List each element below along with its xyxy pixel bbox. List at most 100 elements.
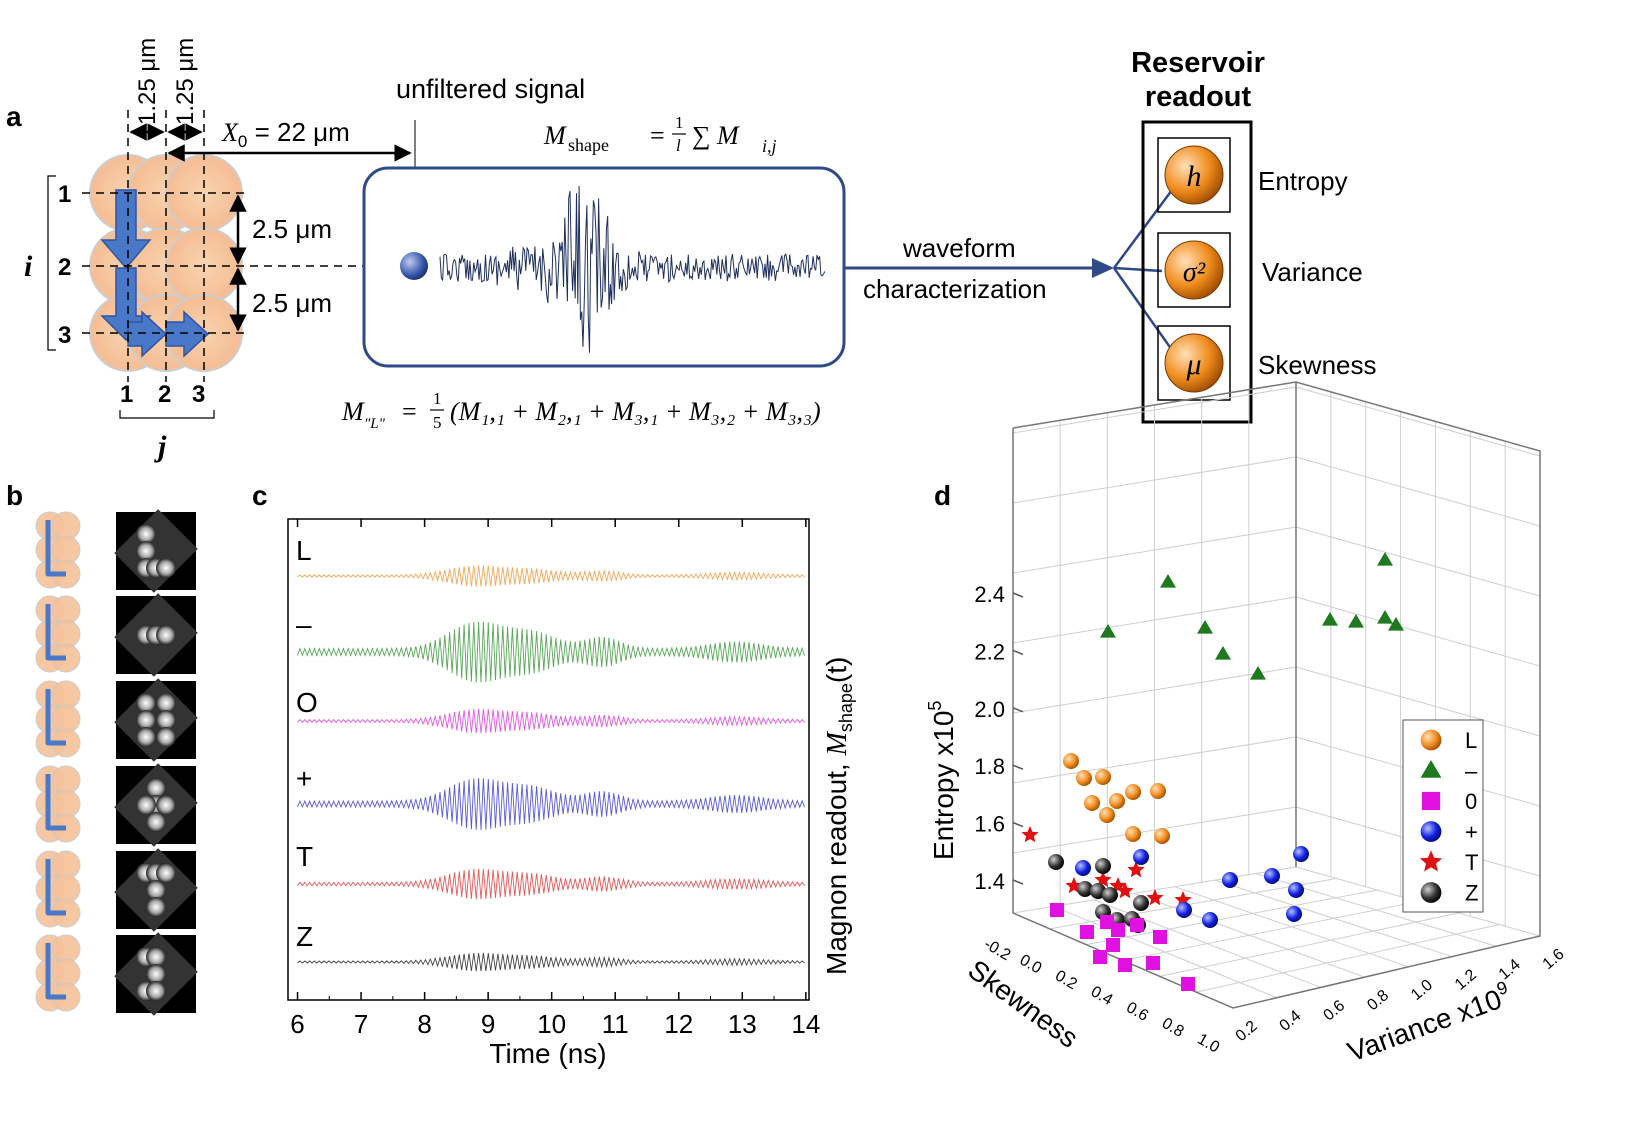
svg-text:l: l [676, 136, 681, 155]
d-point-+-2 [1176, 902, 1192, 918]
d-point-+-4 [1222, 872, 1238, 888]
d-ztick-label-1.6: 1.6 [974, 812, 1005, 837]
d-var-tick-1: 0.4 [1277, 1007, 1305, 1034]
c-xtick-label-13: 13 [728, 1009, 757, 1039]
m-l-formula: M "L" = 1 5 (M₁,₁ + M₂,₁ + M₃,₁ + M₃,₂ +… [341, 389, 821, 432]
c-xtick-label-12: 12 [664, 1009, 693, 1039]
d-point-–-9 [1388, 617, 1404, 631]
d-ztick-2.0 [1012, 707, 1024, 713]
legend-label-5: T [1465, 850, 1478, 875]
unfiltered-signal-label: unfiltered signal [396, 74, 585, 104]
d-point-L-6 [1150, 783, 1166, 799]
b-row-3 [35, 678, 198, 762]
row-label-2: 2 [58, 254, 71, 281]
svg-text:μ: μ [1185, 348, 1201, 381]
d-point-–-3 [1215, 646, 1231, 660]
dim-top-1: 1.25 μm [134, 38, 161, 125]
reservoir-box [1141, 120, 1253, 424]
svg-text:M: M [543, 121, 567, 150]
d-ztick-2.2 [1012, 649, 1024, 656]
svg-text:M: M [341, 397, 365, 426]
d-point-L-5 [1125, 784, 1141, 800]
i-bracket [47, 175, 56, 351]
svg-text:shape: shape [568, 135, 609, 155]
d-point-–-2 [1197, 620, 1213, 634]
d-ztick-1.4 [1012, 879, 1024, 885]
m-shape-formula: M shape = 1 l ∑ M i,j [543, 113, 777, 156]
j-bracket [119, 410, 215, 419]
d-point-+-5 [1264, 868, 1280, 884]
legend-marker-5 [1419, 850, 1443, 872]
c-xtick-label-6: 6 [290, 1009, 304, 1039]
d-point-Z-5 [1133, 895, 1149, 911]
d-point-+-6 [1288, 882, 1304, 898]
c-wave-6 [297, 952, 805, 972]
panel-a: 1.25 μm 1.25 μm X0 = 22 μm 2.5 μm 2.5 μm… [24, 38, 1377, 463]
d-point-Z-2 [1077, 881, 1093, 897]
d-point-T-4 [1116, 882, 1134, 899]
d-point-–-7 [1377, 552, 1393, 566]
d-skew-tick-4: 0.6 [1123, 999, 1151, 1025]
svg-text:∑ M: ∑ M [692, 121, 740, 150]
d-point-Z-1 [1095, 858, 1111, 874]
panel-b-label: b [6, 480, 23, 511]
c-xlabel: Time (ns) [489, 1038, 606, 1069]
d-point-–-5 [1322, 612, 1338, 626]
d-point-L-7 [1099, 807, 1115, 823]
dim-right-1: 2.5 μm [252, 214, 332, 244]
d-point-0-1 [1080, 925, 1094, 939]
legend-marker-1 [1420, 729, 1442, 751]
c-wave-4 [297, 778, 806, 830]
d-point-Z-4 [1102, 887, 1118, 903]
x0-label: X0 = 22 μm [221, 117, 350, 151]
svg-text:1: 1 [675, 113, 684, 132]
panel-d-label: d [934, 480, 951, 511]
d-point-T-6 [1146, 889, 1164, 906]
c-series-label-2: – [296, 609, 312, 640]
d-ztick-label-2.0: 2.0 [974, 697, 1005, 722]
d-point-+-7 [1293, 846, 1309, 862]
i-label: i [24, 250, 33, 283]
d-point-0-2 [1100, 915, 1114, 929]
l-path-arrows [100, 189, 210, 358]
c-wave-1 [297, 565, 805, 587]
readout-skewness: μ Skewness [1157, 325, 1377, 401]
d-ztick-2.4 [1012, 592, 1024, 598]
detector-dot [400, 252, 428, 280]
reservoir-title-2: readout [1145, 81, 1252, 113]
d-ztick-label-2.4: 2.4 [974, 582, 1005, 607]
c-xtick-label-8: 8 [417, 1009, 431, 1039]
c-wave-5 [297, 868, 805, 900]
c-wave-3 [297, 708, 805, 734]
d-point-L-1 [1076, 770, 1092, 786]
d-point-+-3 [1202, 912, 1218, 928]
col-label-2: 2 [158, 381, 171, 408]
waveform-label: waveform [902, 233, 1016, 263]
svg-text:"L": "L" [364, 416, 386, 432]
panel-b [35, 509, 198, 1016]
d-skew-tick-3: 0.4 [1088, 983, 1116, 1009]
b-row-2 [35, 593, 198, 677]
legend-marker-6 [1420, 882, 1442, 903]
svg-text:Variance: Variance [1262, 257, 1363, 287]
col-label-1: 1 [120, 381, 133, 408]
d-var-tick-3: 0.8 [1364, 987, 1392, 1014]
dim-top-2: 1.25 μm [172, 38, 199, 125]
d-var-tick-0: 0.2 [1233, 1018, 1261, 1045]
dim-right-2: 2.5 μm [252, 288, 332, 318]
b-row-6 [35, 932, 198, 1016]
c-xtick-label-10: 10 [537, 1009, 566, 1039]
panel-a-label: a [6, 101, 22, 132]
panel-c: L – O + T Z 6 7 8 9 10 11 12 13 14 Time (ns) Magnon r… [287, 518, 856, 1069]
d-point-0-3 [1111, 923, 1125, 937]
characterization-label: characterization [863, 274, 1047, 304]
legend-marker-4 [1420, 821, 1442, 842]
d-point-L-9 [1154, 828, 1170, 844]
d-skew-tick-5: 0.8 [1159, 1015, 1187, 1041]
c-series-label-4: + [296, 763, 312, 794]
d-point-L-8 [1125, 826, 1141, 842]
d-point-L-3 [1084, 795, 1100, 811]
d-ztick-label-1.4: 1.4 [974, 869, 1005, 894]
legend-label-3: 0 [1465, 789, 1477, 814]
